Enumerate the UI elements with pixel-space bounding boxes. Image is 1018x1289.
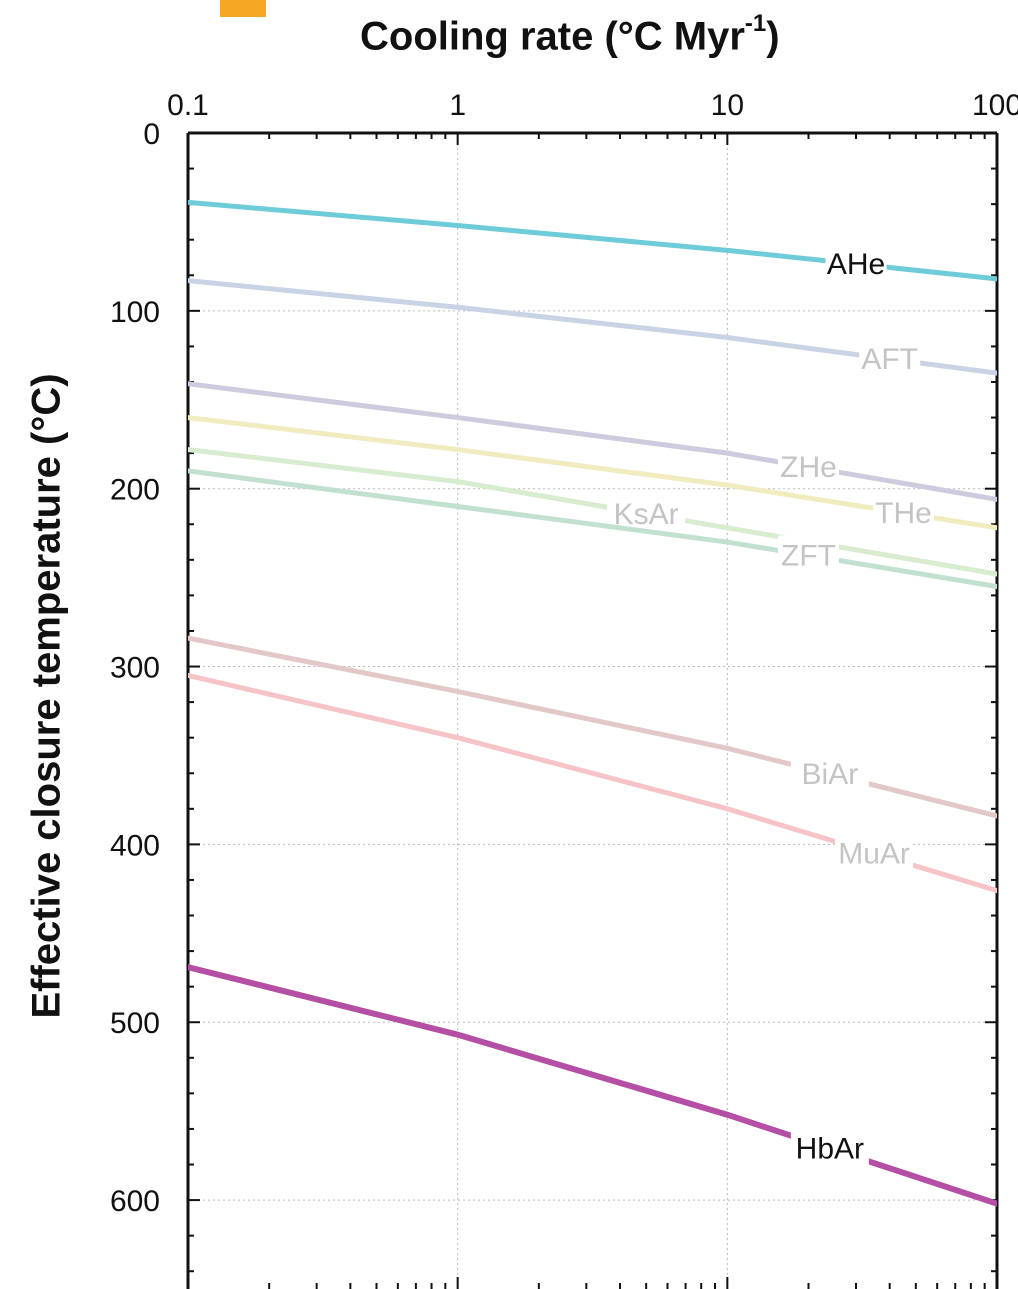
y-tick-label: 600 [110,1185,160,1218]
series-label-biar: BiAr [802,758,859,791]
y-tick-label: 0 [143,118,160,151]
series-label-zhe: ZHe [780,451,837,484]
series-label-gap-aft [859,338,921,379]
series-line-zhe [188,381,997,502]
series-label-gap-biar [790,754,869,795]
x-axis-title: Cooling rate (°C Myr-1) [360,10,780,59]
series-label-hbar: HbAr [796,1133,864,1166]
series-label-ahe: AHe [827,248,885,281]
series-label-the: THe [875,497,932,530]
series-label-zft: ZFT [781,539,836,572]
x-tick-label: 0.1 [167,89,209,122]
y-tick-label: 500 [110,1007,160,1040]
x-tick-label: 10 [711,89,744,122]
series-line-biar [188,635,997,819]
y-tick-label: 400 [110,829,160,862]
x-tick-label: 1 [449,89,466,122]
y-tick-label: 300 [110,652,160,685]
series-label-ksar: KsAr [614,498,679,531]
series-label-aft: AFT [861,343,918,376]
y-tick-label: 100 [110,296,160,329]
series-label-gap-ahe [825,243,887,284]
series-line-hbar [188,964,997,1207]
series-label-gap-hbar [790,1128,869,1169]
series-label-gap-muar [835,833,914,874]
series-label-gap-the [872,493,934,534]
series-line-zft [188,468,997,590]
series-line-the [188,415,997,531]
series-label-gap-zhe [778,447,840,488]
series-line-ksar [188,447,997,577]
series-label-muar: MuAr [838,837,910,870]
series-label-gap-zft [778,535,840,576]
x-tick-label: 100 [972,89,1018,122]
y-tick-label: 200 [110,474,160,507]
orange-marker [220,0,266,17]
